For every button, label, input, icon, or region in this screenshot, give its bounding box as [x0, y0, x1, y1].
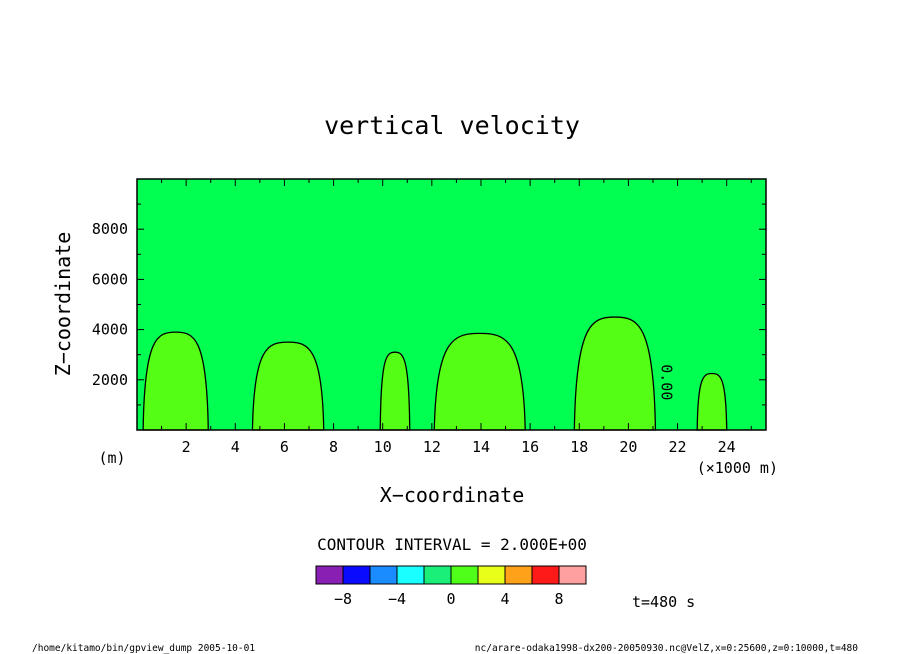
x-tick-label: 2: [182, 438, 191, 456]
colorbar: [315, 565, 587, 585]
updraft-region-6: [696, 372, 728, 431]
x-tick-label: 20: [619, 438, 637, 456]
y-axis-label: Z−coordinate: [51, 232, 75, 377]
x-tick-label: 24: [718, 438, 736, 456]
updraft-region-3: [379, 351, 411, 431]
x-unit-label: (×1000 m): [697, 459, 778, 477]
updraft-regions: [142, 316, 728, 431]
contour-label: 0.00: [658, 364, 676, 400]
y-tick-label: 6000: [92, 270, 128, 288]
colorbar-tick-label: −4: [388, 590, 406, 608]
x-tick-label: 16: [521, 438, 539, 456]
x-tick-label: 14: [472, 438, 490, 456]
y-unit-label: (m): [98, 449, 125, 467]
updraft-region-5: [573, 316, 657, 431]
colorbar-swatch: [369, 565, 398, 585]
x-tick-label: 22: [669, 438, 687, 456]
colorbar-swatch: [342, 565, 371, 585]
colorbar-swatch: [423, 565, 452, 585]
colorbar-labels: −8 −4 0 4 8: [334, 590, 564, 608]
x-tick-label: 8: [329, 438, 338, 456]
chart-title: vertical velocity: [324, 111, 580, 140]
y-axis-ticks: 2000 4000 6000 8000: [92, 203, 766, 406]
footer-left: /home/kitamo/bin/gpview_dump 2005-10-01: [32, 643, 255, 654]
x-tick-label: 18: [570, 438, 588, 456]
x-axis-ticks: 2 4 6 8 10 12 14 16 18 20 22 24: [161, 179, 752, 456]
colorbar-swatch: [477, 565, 506, 585]
colorbar-swatch: [558, 565, 587, 585]
colorbar-swatch: [450, 565, 479, 585]
colorbar-tick-label: −8: [334, 590, 352, 608]
y-tick-label: 8000: [92, 220, 128, 238]
colorbar-swatch: [315, 565, 344, 585]
colorbar-swatch: [504, 565, 533, 585]
y-tick-label: 2000: [92, 371, 128, 389]
x-tick-label: 4: [231, 438, 240, 456]
contour-interval: CONTOUR INTERVAL = 2.000E+00: [317, 535, 587, 554]
updraft-region-2: [251, 341, 325, 431]
plot-frame: [136, 178, 767, 431]
updraft-region-1: [142, 331, 209, 431]
x-tick-label: 12: [423, 438, 441, 456]
colorbar-swatch: [531, 565, 560, 585]
x-tick-label: 10: [374, 438, 392, 456]
x-tick-label: 6: [280, 438, 289, 456]
time-label: t=480 s: [632, 593, 695, 611]
y-tick-label: 4000: [92, 321, 128, 339]
colorbar-tick-label: 0: [446, 590, 455, 608]
x-axis-label: X−coordinate: [380, 483, 525, 507]
colorbar-tick-label: 4: [500, 590, 509, 608]
colorbar-swatch: [396, 565, 425, 585]
colorbar-tick-label: 8: [554, 590, 563, 608]
footer-right: nc/arare-odaka1998-dx200-20050930.nc@Vel…: [475, 643, 858, 654]
updraft-region-4: [433, 332, 526, 431]
